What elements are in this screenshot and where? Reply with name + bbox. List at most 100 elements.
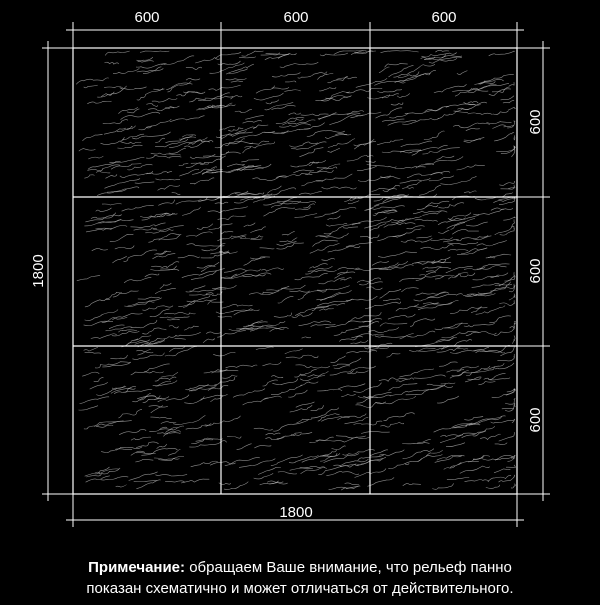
relief-stroke — [266, 285, 290, 291]
relief-stroke — [299, 466, 326, 469]
relief-stroke — [418, 347, 436, 352]
relief-stroke — [377, 89, 403, 93]
relief-stroke — [112, 68, 140, 74]
relief-stroke — [377, 233, 406, 242]
relief-stroke — [337, 267, 360, 270]
relief-stroke — [181, 270, 217, 278]
relief-stroke — [353, 382, 382, 393]
relief-stroke — [347, 200, 360, 205]
relief-stroke — [472, 235, 492, 241]
relief-stroke — [317, 413, 340, 422]
relief-stroke — [200, 155, 226, 165]
relief-stroke — [479, 74, 514, 85]
relief-stroke — [434, 455, 462, 463]
relief-stroke — [250, 226, 267, 233]
relief-stroke — [498, 474, 516, 483]
relief-stroke — [258, 467, 282, 475]
relief-stroke — [433, 423, 468, 433]
relief-stroke — [477, 288, 497, 295]
relief-stroke — [389, 389, 430, 397]
relief-stroke — [506, 388, 516, 393]
relief-stroke — [277, 471, 297, 475]
relief-stroke — [428, 175, 454, 182]
relief-stroke — [317, 163, 341, 173]
relief-stroke — [189, 97, 206, 103]
relief-stroke — [389, 113, 409, 119]
relief-stroke — [87, 161, 121, 170]
relief-stroke — [83, 424, 114, 430]
relief-stroke — [139, 395, 162, 401]
relief-stroke — [197, 92, 230, 101]
relief-stroke — [339, 458, 369, 467]
relief-stroke — [372, 211, 398, 216]
relief-stroke — [434, 322, 463, 330]
relief-stroke — [499, 181, 515, 186]
relief-stroke — [267, 185, 282, 194]
relief-stroke — [388, 65, 414, 78]
relief-stroke — [501, 407, 515, 410]
relief-stroke — [136, 68, 164, 73]
relief-stroke — [133, 227, 157, 231]
relief-stroke — [207, 206, 248, 214]
relief-stroke — [369, 449, 389, 457]
relief-stroke — [288, 454, 319, 464]
relief-stroke — [457, 348, 469, 350]
relief-stroke — [279, 237, 298, 243]
relief-stroke — [438, 202, 465, 209]
relief-stroke — [503, 216, 516, 221]
relief-stroke — [139, 50, 170, 53]
relief-stroke — [417, 439, 431, 444]
right-dimension: 600 600 600 — [517, 41, 550, 501]
relief-stroke — [105, 326, 133, 332]
relief-stroke — [346, 110, 364, 116]
relief-stroke — [465, 221, 488, 227]
relief-stroke — [125, 339, 151, 347]
relief-stroke — [154, 376, 177, 382]
relief-stroke — [214, 376, 236, 386]
relief-stroke — [243, 257, 266, 266]
relief-stroke — [494, 275, 516, 287]
relief-stroke — [185, 285, 206, 293]
relief-stroke — [452, 122, 491, 129]
relief-stroke — [242, 120, 263, 124]
relief-stroke — [276, 431, 302, 439]
relief-stroke — [249, 327, 285, 332]
relief-stroke — [319, 52, 349, 57]
relief-stroke — [184, 140, 214, 148]
relief-stroke — [421, 52, 457, 58]
relief-stroke — [330, 355, 346, 363]
relief-stroke — [492, 124, 506, 129]
relief-stroke — [100, 136, 125, 145]
relief-stroke — [316, 166, 338, 169]
relief-stroke — [152, 380, 178, 387]
relief-stroke — [432, 483, 454, 490]
relief-stroke — [382, 194, 409, 203]
relief-stroke — [202, 338, 215, 344]
relief-stroke — [141, 212, 171, 221]
relief-stroke — [95, 207, 112, 212]
relief-stroke — [415, 275, 445, 281]
relief-stroke — [350, 111, 382, 119]
relief-stroke — [135, 63, 166, 69]
relief-stroke — [413, 374, 446, 379]
relief-stroke — [476, 263, 510, 270]
relief-stroke — [438, 230, 450, 234]
relief-stroke — [119, 429, 147, 435]
relief-stroke — [370, 260, 409, 269]
relief-stroke — [227, 163, 246, 167]
relief-stroke — [474, 81, 496, 85]
relief-stroke — [402, 448, 434, 459]
relief-stroke — [379, 322, 408, 327]
relief-stroke — [75, 77, 109, 85]
relief-stroke — [289, 404, 313, 413]
relief-stroke — [452, 422, 473, 428]
relief-stroke — [261, 267, 284, 272]
relief-stroke — [369, 223, 387, 232]
relief-stroke — [451, 365, 491, 377]
relief-stroke — [250, 235, 264, 239]
relief-stroke — [96, 189, 127, 196]
relief-stroke — [138, 125, 153, 131]
relief-stroke — [327, 215, 341, 220]
relief-stroke — [299, 369, 317, 375]
relief-stroke — [137, 349, 151, 356]
